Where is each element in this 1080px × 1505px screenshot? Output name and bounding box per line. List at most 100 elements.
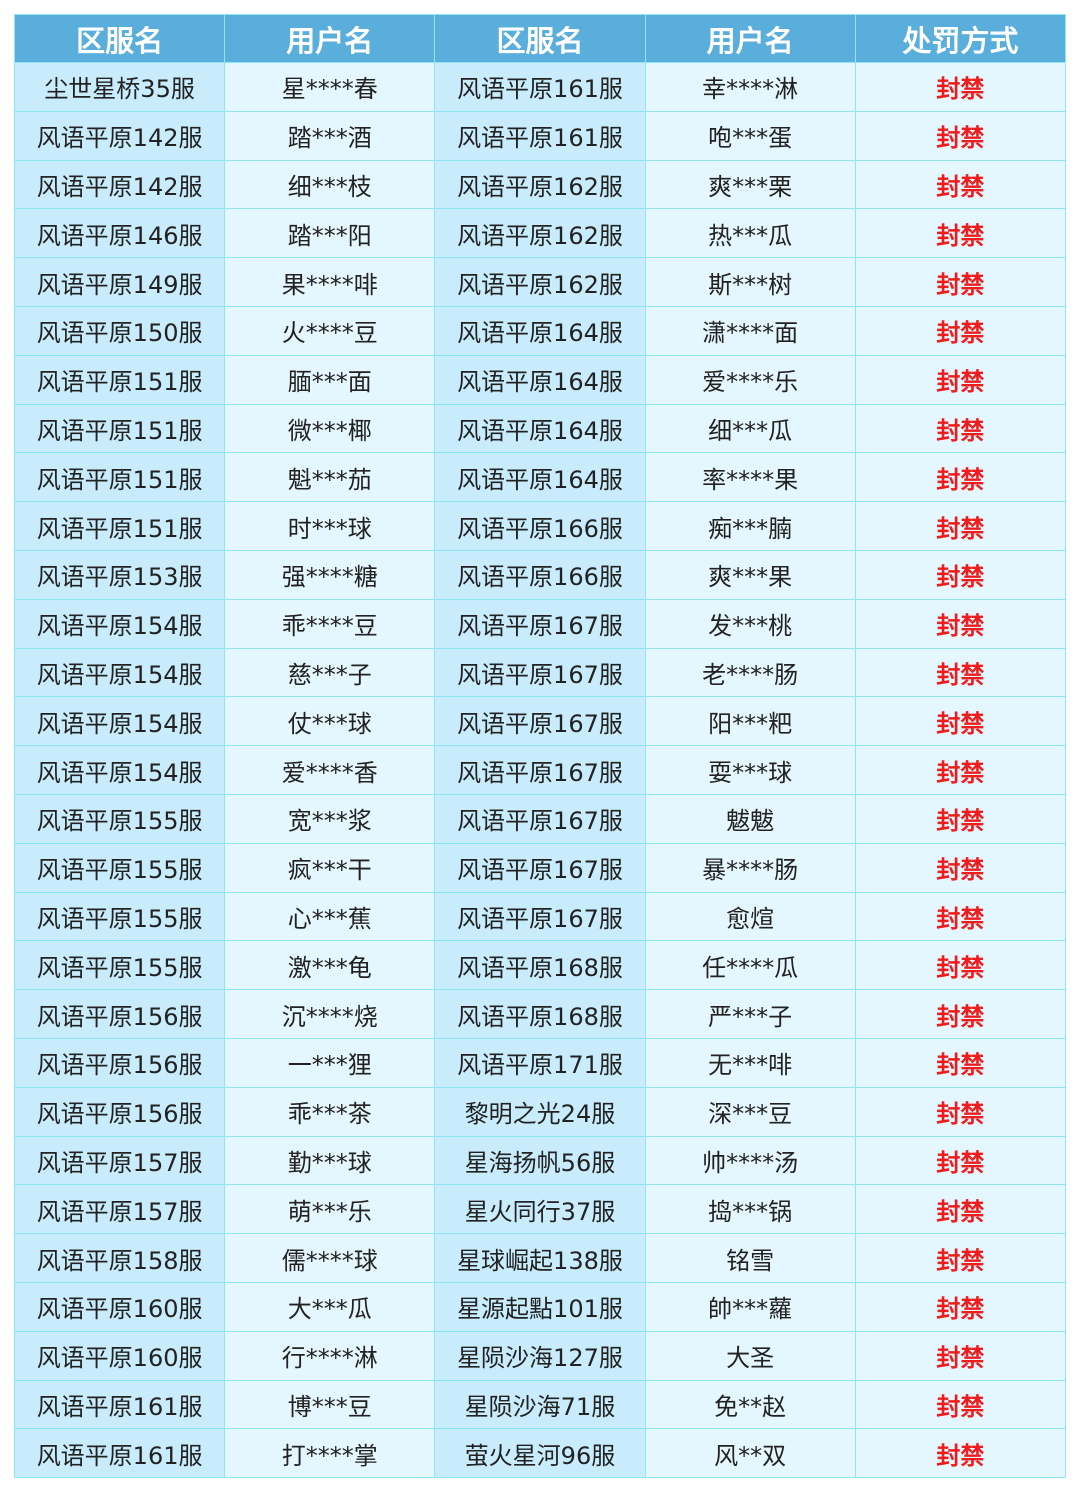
- penalty-cell: 封禁: [854, 598, 1067, 649]
- server-name-cell: 风语平原161服: [434, 110, 646, 161]
- penalty-cell: 封禁: [854, 403, 1067, 454]
- table-row: 风语平原156服 一***狸 风语平原171服 无***啡 封禁: [13, 1037, 1067, 1088]
- table-row: 风语平原151服 魁***茄 风语平原164服 率****果 封禁: [13, 452, 1067, 503]
- server-name-cell: 风语平原151服: [13, 501, 226, 551]
- server-name-cell: 风语平原155服: [13, 891, 226, 942]
- username-cell: 暴****肠: [644, 842, 856, 893]
- penalty-cell: 封禁: [854, 1281, 1067, 1332]
- server-name-cell: 风语平原156服: [13, 989, 226, 1039]
- server-name-cell: 风语平原150服: [13, 305, 226, 356]
- table-row: 风语平原156服 乖***茶 黎明之光24服 深***豆 封禁: [13, 1086, 1067, 1137]
- server-name-cell: 风语平原157服: [13, 1135, 226, 1186]
- server-name-cell: 风语平原162服: [434, 257, 646, 307]
- penalty-cell: 封禁: [854, 452, 1067, 503]
- server-name-cell: 风语平原164服: [434, 452, 646, 503]
- penalty-cell: 封禁: [854, 208, 1067, 259]
- username-cell: 耍***球: [644, 745, 856, 795]
- penalty-cell: 封禁: [854, 647, 1067, 698]
- server-name-cell: 风语平原157服: [13, 1184, 226, 1235]
- server-name-cell: 风语平原161服: [13, 1428, 226, 1479]
- table-row: 风语平原157服 萌***乐 星火同行37服 捣***锅 封禁: [13, 1184, 1067, 1235]
- username-cell: 细***枝: [224, 159, 436, 210]
- server-name-cell: 风语平原167服: [434, 647, 646, 698]
- penalty-cell: 封禁: [854, 1135, 1067, 1186]
- server-name-cell: 风语平原167服: [434, 745, 646, 795]
- penalty-cell: 封禁: [854, 159, 1067, 210]
- username-cell: 帅****汤: [644, 1135, 856, 1186]
- username-cell: 斯***树: [644, 257, 856, 307]
- table-row: 风语平原160服 大***瓜 星源起點101服 帥***蘿 封禁: [13, 1281, 1067, 1332]
- table-row: 风语平原154服 乖****豆 风语平原167服 发***桃 封禁: [13, 598, 1067, 649]
- server-name-cell: 风语平原154服: [13, 598, 226, 649]
- server-name-cell: 星火同行37服: [434, 1184, 646, 1235]
- penalty-cell: 封禁: [854, 1428, 1067, 1479]
- table-row: 风语平原154服 仗***球 风语平原167服 阳***粑 封禁: [13, 696, 1067, 747]
- username-cell: 爽***果: [644, 549, 856, 600]
- username-cell: 乖***茶: [224, 1086, 436, 1137]
- table-row: 风语平原154服 爱****香 风语平原167服 耍***球 封禁: [13, 745, 1067, 795]
- server-name-cell: 星源起點101服: [434, 1281, 646, 1332]
- server-name-cell: 风语平原167服: [434, 842, 646, 893]
- column-header-server-name: 区服名: [434, 14, 646, 63]
- username-cell: 率****果: [644, 452, 856, 503]
- username-cell: 微***椰: [224, 403, 436, 454]
- table-row: 尘世星桥35服 星****春 风语平原161服 幸****淋 封禁: [13, 62, 1067, 112]
- server-name-cell: 风语平原171服: [434, 1037, 646, 1088]
- username-cell: 阳***粑: [644, 696, 856, 747]
- penalty-cell: 封禁: [854, 696, 1067, 747]
- username-cell: 深***豆: [644, 1086, 856, 1137]
- username-cell: 火****豆: [224, 305, 436, 356]
- table-row: 风语平原142服 踏***酒 风语平原161服 咆***蛋 封禁: [13, 110, 1067, 161]
- username-cell: 星****春: [224, 62, 436, 112]
- server-name-cell: 风语平原164服: [434, 305, 646, 356]
- table-row: 风语平原154服 慈***子 风语平原167服 老****肠 封禁: [13, 647, 1067, 698]
- username-cell: 严***子: [644, 989, 856, 1039]
- server-name-cell: 风语平原168服: [434, 940, 646, 991]
- penalty-cell: 封禁: [854, 305, 1067, 356]
- username-cell: 捣***锅: [644, 1184, 856, 1235]
- penalty-cell: 封禁: [854, 1184, 1067, 1235]
- server-name-cell: 风语平原160服: [13, 1330, 226, 1381]
- username-cell: 潇****面: [644, 305, 856, 356]
- server-name-cell: 星球崛起138服: [434, 1233, 646, 1283]
- table-row: 风语平原153服 强****糖 风语平原166服 爽***果 封禁: [13, 549, 1067, 600]
- server-name-cell: 风语平原156服: [13, 1086, 226, 1137]
- username-cell: 勤***球: [224, 1135, 436, 1186]
- username-cell: 风**双: [644, 1428, 856, 1479]
- penalty-cell: 封禁: [854, 1233, 1067, 1283]
- column-header-username: 用户名: [224, 14, 436, 63]
- username-cell: 发***桃: [644, 598, 856, 649]
- server-name-cell: 星陨沙海71服: [434, 1379, 646, 1430]
- username-cell: 萌***乐: [224, 1184, 436, 1235]
- server-name-cell: 风语平原164服: [434, 403, 646, 454]
- penalty-cell: 封禁: [854, 842, 1067, 893]
- server-name-cell: 风语平原146服: [13, 208, 226, 259]
- server-name-cell: 风语平原156服: [13, 1037, 226, 1088]
- penalty-cell: 封禁: [854, 549, 1067, 600]
- penalty-cell: 封禁: [854, 1379, 1067, 1430]
- username-cell: 疯***干: [224, 842, 436, 893]
- username-cell: 大圣: [644, 1330, 856, 1381]
- server-name-cell: 风语平原167服: [434, 598, 646, 649]
- penalty-cell: 封禁: [854, 891, 1067, 942]
- username-cell: 任****瓜: [644, 940, 856, 991]
- table-row: 风语平原149服 果****啡 风语平原162服 斯***树 封禁: [13, 257, 1067, 307]
- username-cell: 无***啡: [644, 1037, 856, 1088]
- username-cell: 行****淋: [224, 1330, 436, 1381]
- column-header-username: 用户名: [644, 14, 856, 63]
- server-name-cell: 萤火星河96服: [434, 1428, 646, 1479]
- username-cell: 细***瓜: [644, 403, 856, 454]
- server-name-cell: 风语平原154服: [13, 696, 226, 747]
- server-name-cell: 风语平原162服: [434, 159, 646, 210]
- table-body: 尘世星桥35服 星****春 风语平原161服 幸****淋 封禁 风语平原142服 踏**…: [13, 62, 1067, 1479]
- username-cell: 儒****球: [224, 1233, 436, 1283]
- table-row: 风语平原151服 时***球 风语平原166服 痴***腩 封禁: [13, 501, 1067, 551]
- server-name-cell: 风语平原162服: [434, 208, 646, 259]
- username-cell: 爱****乐: [644, 354, 856, 405]
- table-row: 风语平原155服 激***龟 风语平原168服 任****瓜 封禁: [13, 940, 1067, 991]
- username-cell: 爱****香: [224, 745, 436, 795]
- table-row: 风语平原160服 行****淋 星陨沙海127服 大圣 封禁: [13, 1330, 1067, 1381]
- username-cell: 一***狸: [224, 1037, 436, 1088]
- server-name-cell: 星海扬帆56服: [434, 1135, 646, 1186]
- server-name-cell: 星陨沙海127服: [434, 1330, 646, 1381]
